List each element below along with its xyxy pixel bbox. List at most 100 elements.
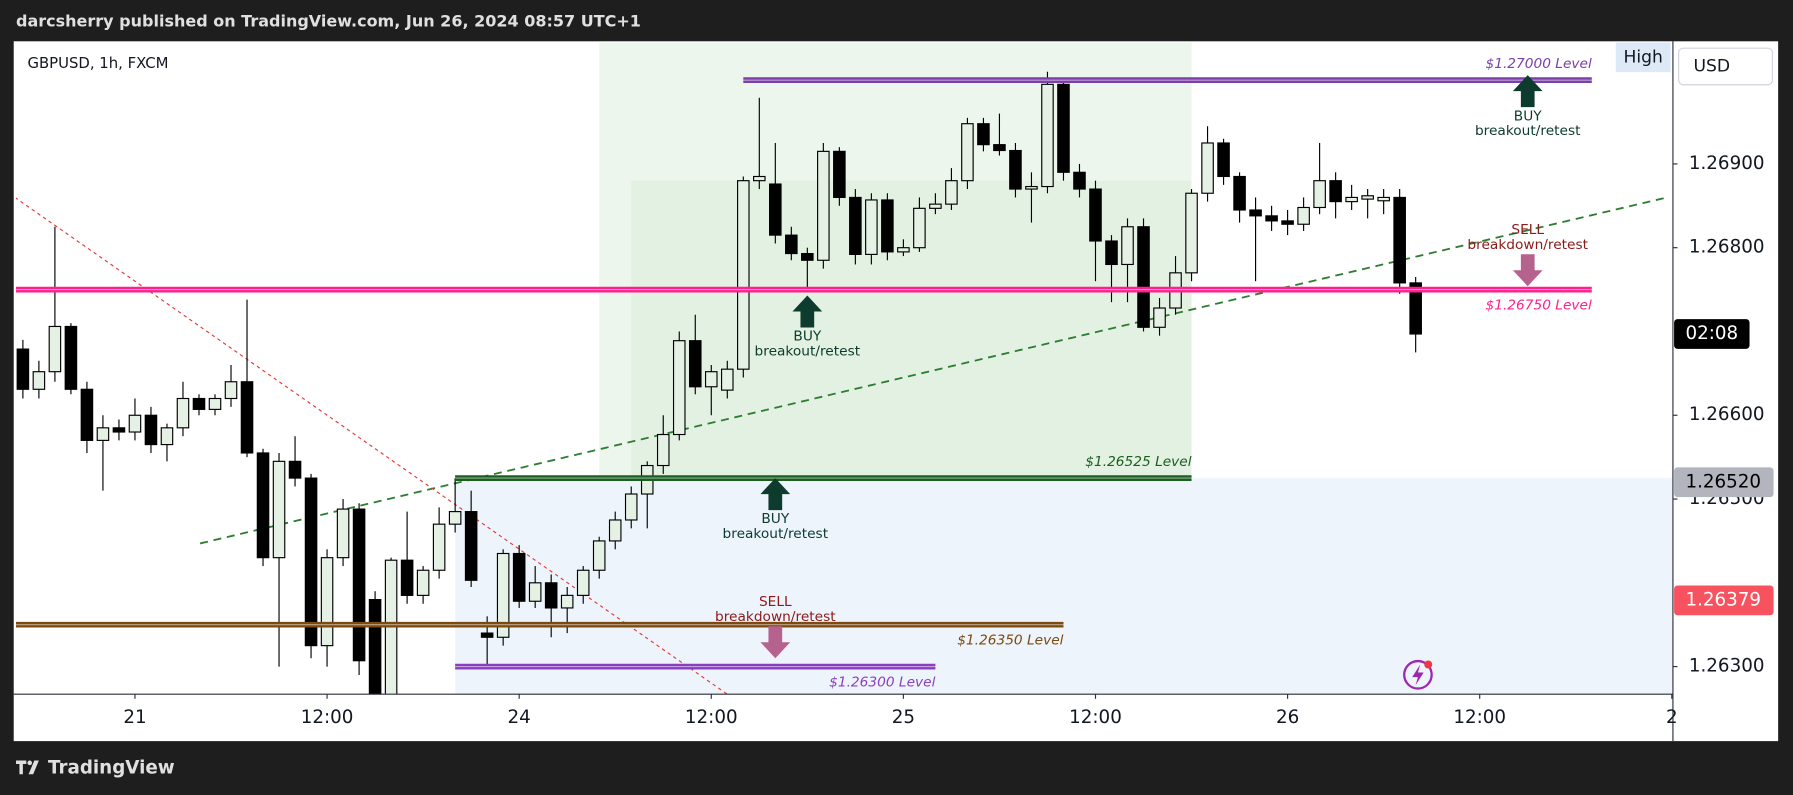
candle-body	[1345, 196, 1358, 203]
candle-body	[144, 414, 158, 446]
candle-body	[464, 511, 478, 581]
symbol: GBPUSD, 1h, FXCM	[27, 54, 168, 72]
candle-body	[512, 552, 526, 602]
candle-body	[833, 150, 846, 199]
candle-body	[672, 340, 686, 436]
candle-body	[656, 433, 670, 467]
candle-body	[1361, 195, 1374, 200]
candle-body	[801, 252, 814, 261]
candle-body	[480, 632, 494, 638]
candle-body	[1249, 209, 1262, 217]
footer-brand: TradingView	[48, 758, 175, 779]
candle-body	[624, 493, 638, 521]
candle-body	[961, 123, 974, 182]
candle-body	[1409, 282, 1422, 335]
candle-body	[224, 381, 238, 400]
candle-body	[496, 552, 510, 638]
x-tick-label: 25	[892, 707, 915, 728]
candle-body	[176, 397, 190, 429]
candle-body	[1313, 180, 1326, 209]
candle-body	[688, 340, 702, 388]
candle-body	[1057, 83, 1070, 173]
candle-body	[1137, 226, 1150, 328]
candle-body	[1233, 175, 1246, 211]
price-tag	[1674, 467, 1774, 498]
candle-body	[1073, 171, 1086, 190]
annotation-arrow	[1512, 254, 1543, 287]
candle-body	[128, 414, 142, 433]
level-label: $1.26525 Level	[1085, 454, 1191, 470]
candle-body	[1217, 142, 1230, 178]
candle-body	[1153, 307, 1166, 328]
x-tick-label: 12:00	[1069, 707, 1122, 728]
annotation-text: BUY	[793, 329, 821, 345]
x-tick-label: 12:00	[685, 707, 738, 728]
annotation-arrow	[760, 626, 791, 659]
candle-body	[945, 180, 958, 205]
candle-body	[1105, 240, 1118, 266]
annotation-text: breakout/retest	[755, 343, 861, 359]
candle-body	[769, 183, 782, 236]
candle-body	[881, 199, 894, 253]
candle-body	[929, 203, 942, 209]
candle-body	[256, 452, 270, 559]
candle-body	[240, 381, 254, 454]
annotation-arrow	[1512, 75, 1543, 108]
candle-body	[400, 559, 414, 596]
candle-body	[849, 196, 862, 255]
publisher: darcsherry published on TradingView.com,…	[16, 11, 641, 30]
countdown: 02:08	[1685, 323, 1738, 344]
x-tick-label: 21	[123, 707, 146, 728]
candle-body	[384, 559, 398, 695]
x-tick-label: 26	[1276, 707, 1299, 728]
candle-body	[1281, 220, 1294, 225]
candle-body	[192, 397, 206, 410]
countdown-tag	[1674, 319, 1750, 349]
y-tick-label: 1.26800	[1689, 237, 1765, 258]
candle-body	[753, 175, 766, 182]
annotation-text: breakdown/retest	[715, 609, 836, 625]
candle-body	[785, 234, 798, 255]
annotation-text: BUY	[1514, 108, 1542, 124]
candle-body	[1025, 185, 1038, 190]
candle-body	[432, 523, 446, 571]
y-tick-label: 1.26900	[1689, 153, 1765, 174]
candle-body	[737, 180, 750, 370]
candle-body	[352, 508, 366, 662]
candle-body	[592, 540, 606, 571]
level-label: $1.26300 Level	[829, 675, 935, 691]
x-tick-label: 2	[1666, 707, 1678, 728]
candle-body	[1009, 149, 1022, 190]
x-tick-label: 12:00	[301, 707, 354, 728]
x-tick-label: 24	[508, 707, 531, 728]
currency-button[interactable]	[1678, 47, 1773, 86]
candle-body	[1185, 192, 1198, 274]
currency[interactable]: USD	[1693, 56, 1730, 76]
candle-body	[304, 477, 318, 647]
x-tick-label: 12:00	[1453, 707, 1506, 728]
annotation-text: breakdown/retest	[1467, 237, 1588, 253]
candle-body	[448, 511, 462, 525]
candle-body	[720, 368, 734, 391]
candle-body	[1393, 196, 1406, 284]
alert-icon[interactable]	[1403, 659, 1433, 690]
candle-body	[48, 325, 62, 373]
level-label: $1.26350 Level	[957, 633, 1063, 649]
candle-body	[16, 348, 30, 390]
annotation-arrow	[760, 478, 791, 511]
candle-body	[368, 598, 382, 695]
candle-body	[1089, 188, 1102, 242]
candle-body	[993, 144, 1006, 152]
zone	[631, 180, 1192, 479]
candle-body	[576, 569, 590, 596]
candle-body	[32, 371, 46, 390]
candle-body	[1377, 196, 1390, 202]
candle-body	[1201, 142, 1214, 194]
candle-body	[817, 150, 830, 261]
candle-body	[1041, 83, 1054, 188]
candle-body	[96, 427, 110, 441]
candle-body	[544, 582, 558, 609]
candle-body	[1297, 206, 1310, 225]
candle-body	[977, 123, 990, 146]
